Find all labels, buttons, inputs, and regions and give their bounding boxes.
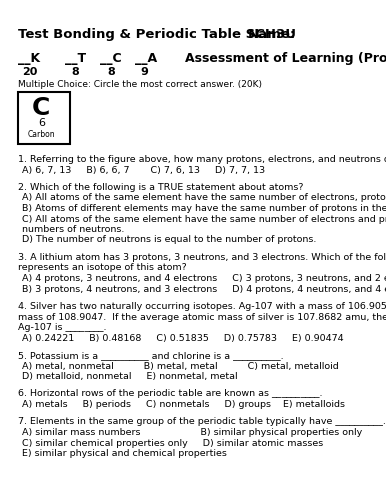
Text: D) metalloid, nonmetal     E) nonmetal, metal: D) metalloid, nonmetal E) nonmetal, meta… — [22, 372, 238, 381]
Text: E) similar physical and chemical properties: E) similar physical and chemical propert… — [22, 449, 227, 458]
Text: D) The number of neutrons is equal to the number of protons.: D) The number of neutrons is equal to th… — [22, 236, 317, 244]
Text: 1. Referring to the figure above, how many protons, electrons, and neutrons does: 1. Referring to the figure above, how ma… — [18, 155, 386, 164]
Text: 7. Elements in the same group of the periodic table typically have __________.: 7. Elements in the same group of the per… — [18, 418, 386, 426]
Text: Multiple Choice: Circle the most correct answer. (20K): Multiple Choice: Circle the most correct… — [18, 80, 262, 89]
Text: 4. Silver has two naturally occurring isotopes. Ag-107 with a mass of 106.90509 : 4. Silver has two naturally occurring is… — [18, 302, 386, 311]
Text: 8: 8 — [107, 67, 115, 77]
Text: B) 3 protons, 4 neutrons, and 3 electrons     D) 4 protons, 4 neutrons, and 4 el: B) 3 protons, 4 neutrons, and 3 electron… — [22, 284, 386, 294]
Text: mass of 108.9047.  If the average atomic mass of silver is 107.8682 amu, the fra: mass of 108.9047. If the average atomic … — [18, 312, 386, 322]
Text: C: C — [32, 96, 51, 120]
Text: Name:: Name: — [248, 28, 296, 41]
Text: Carbon: Carbon — [27, 130, 55, 139]
Text: __T: __T — [65, 52, 86, 65]
Text: 5. Potassium is a __________ and chlorine is a __________.: 5. Potassium is a __________ and chlorin… — [18, 351, 284, 360]
Text: __K: __K — [18, 52, 40, 65]
Text: represents an isotope of this atom?: represents an isotope of this atom? — [18, 264, 187, 272]
Text: 6: 6 — [38, 118, 45, 128]
Text: B) Atoms of different elements may have the same number of protons in the nucleu: B) Atoms of different elements may have … — [22, 204, 386, 213]
Text: __C: __C — [100, 52, 122, 65]
Text: A) metal, nonmetal          B) metal, metal          C) metal, metalloid: A) metal, nonmetal B) metal, metal C) me… — [22, 362, 339, 370]
Text: A) 0.24221     B) 0.48168     C) 0.51835     D) 0.75783     E) 0.90474: A) 0.24221 B) 0.48168 C) 0.51835 D) 0.75… — [22, 334, 344, 342]
Text: 9: 9 — [140, 67, 148, 77]
Text: numbers of neutrons.: numbers of neutrons. — [22, 225, 124, 234]
Text: 20: 20 — [22, 67, 37, 77]
Text: 8: 8 — [71, 67, 79, 77]
Bar — [18, 92, 70, 144]
Text: 2. Which of the following is a TRUE statement about atoms?: 2. Which of the following is a TRUE stat… — [18, 183, 303, 192]
Text: Test Bonding & Periodic Table SCH3U: Test Bonding & Periodic Table SCH3U — [18, 28, 296, 41]
Text: C) All atoms of the same element have the same number of electrons and protons b: C) All atoms of the same element have th… — [22, 214, 386, 224]
Text: A) All atoms of the same element have the same number of electrons, protons, and: A) All atoms of the same element have th… — [22, 194, 386, 202]
Text: C) similar chemical properties only     D) similar atomic masses: C) similar chemical properties only D) s… — [22, 438, 323, 448]
Text: Ag-107 is ________.: Ag-107 is ________. — [18, 323, 107, 332]
Text: Assessment of Learning (Product): Assessment of Learning (Product) — [185, 52, 386, 65]
Text: 3. A lithium atom has 3 protons, 3 neutrons, and 3 electrons. Which of the follo: 3. A lithium atom has 3 protons, 3 neutr… — [18, 253, 386, 262]
Text: A) 4 protons, 3 neutrons, and 4 electrons     C) 3 protons, 3 neutrons, and 2 el: A) 4 protons, 3 neutrons, and 4 electron… — [22, 274, 386, 283]
Text: __A: __A — [135, 52, 157, 65]
Text: A) metals     B) periods     C) nonmetals     D) groups    E) metalloids: A) metals B) periods C) nonmetals D) gro… — [22, 400, 345, 409]
Text: A) similar mass numbers                    B) similar physical properties only: A) similar mass numbers B) similar physi… — [22, 428, 362, 437]
Text: A) 6, 7, 13     B) 6, 6, 7       C) 7, 6, 13     D) 7, 7, 13: A) 6, 7, 13 B) 6, 6, 7 C) 7, 6, 13 D) 7,… — [22, 166, 265, 174]
Text: 6. Horizontal rows of the periodic table are known as __________.: 6. Horizontal rows of the periodic table… — [18, 390, 322, 398]
